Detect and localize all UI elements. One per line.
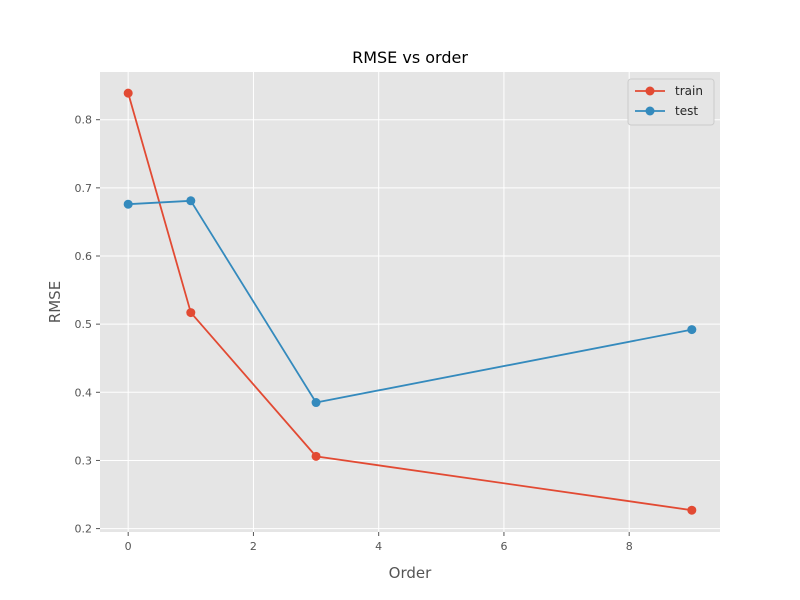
x-tick-label: 2	[250, 540, 257, 553]
data-point-test	[311, 398, 321, 408]
y-tick-label: 0.2	[75, 523, 93, 536]
grid-lines	[100, 72, 720, 532]
y-tick-label: 0.4	[75, 386, 93, 399]
y-tick-label: 0.7	[75, 182, 93, 195]
y-tick-label: 0.8	[75, 114, 93, 127]
x-tick-label: 6	[500, 540, 507, 553]
chart-title: RMSE vs order	[352, 48, 468, 67]
x-axis-label: Order	[389, 564, 432, 582]
y-tick-label: 0.6	[75, 250, 93, 263]
data-point-train	[687, 505, 697, 515]
y-tick-label: 0.3	[75, 454, 93, 467]
legend-marker-train	[645, 86, 655, 96]
legend: train test	[627, 78, 715, 126]
x-ticks: 0 2 4 6 8	[125, 532, 633, 553]
series-line-test	[128, 199, 692, 404]
data-point-train	[186, 308, 196, 318]
y-tick-label: 0.5	[75, 318, 93, 331]
data-point-train	[123, 88, 133, 98]
data-point-test	[687, 325, 697, 335]
data-point-test	[123, 199, 133, 209]
data-point-train	[311, 451, 321, 461]
y-axis-label: RMSE	[46, 281, 64, 323]
legend-label-test: test	[675, 104, 698, 118]
x-tick-label: 4	[375, 540, 382, 553]
legend-label-train: train	[675, 84, 703, 98]
series-layer	[123, 88, 697, 515]
y-ticks: 0.2 0.3 0.4 0.5 0.6 0.7 0.8	[75, 114, 100, 536]
legend-marker-test	[645, 106, 655, 116]
data-point-test	[186, 196, 196, 206]
plot-background	[100, 72, 720, 532]
x-tick-label: 8	[626, 540, 633, 553]
x-tick-label: 0	[125, 540, 132, 553]
